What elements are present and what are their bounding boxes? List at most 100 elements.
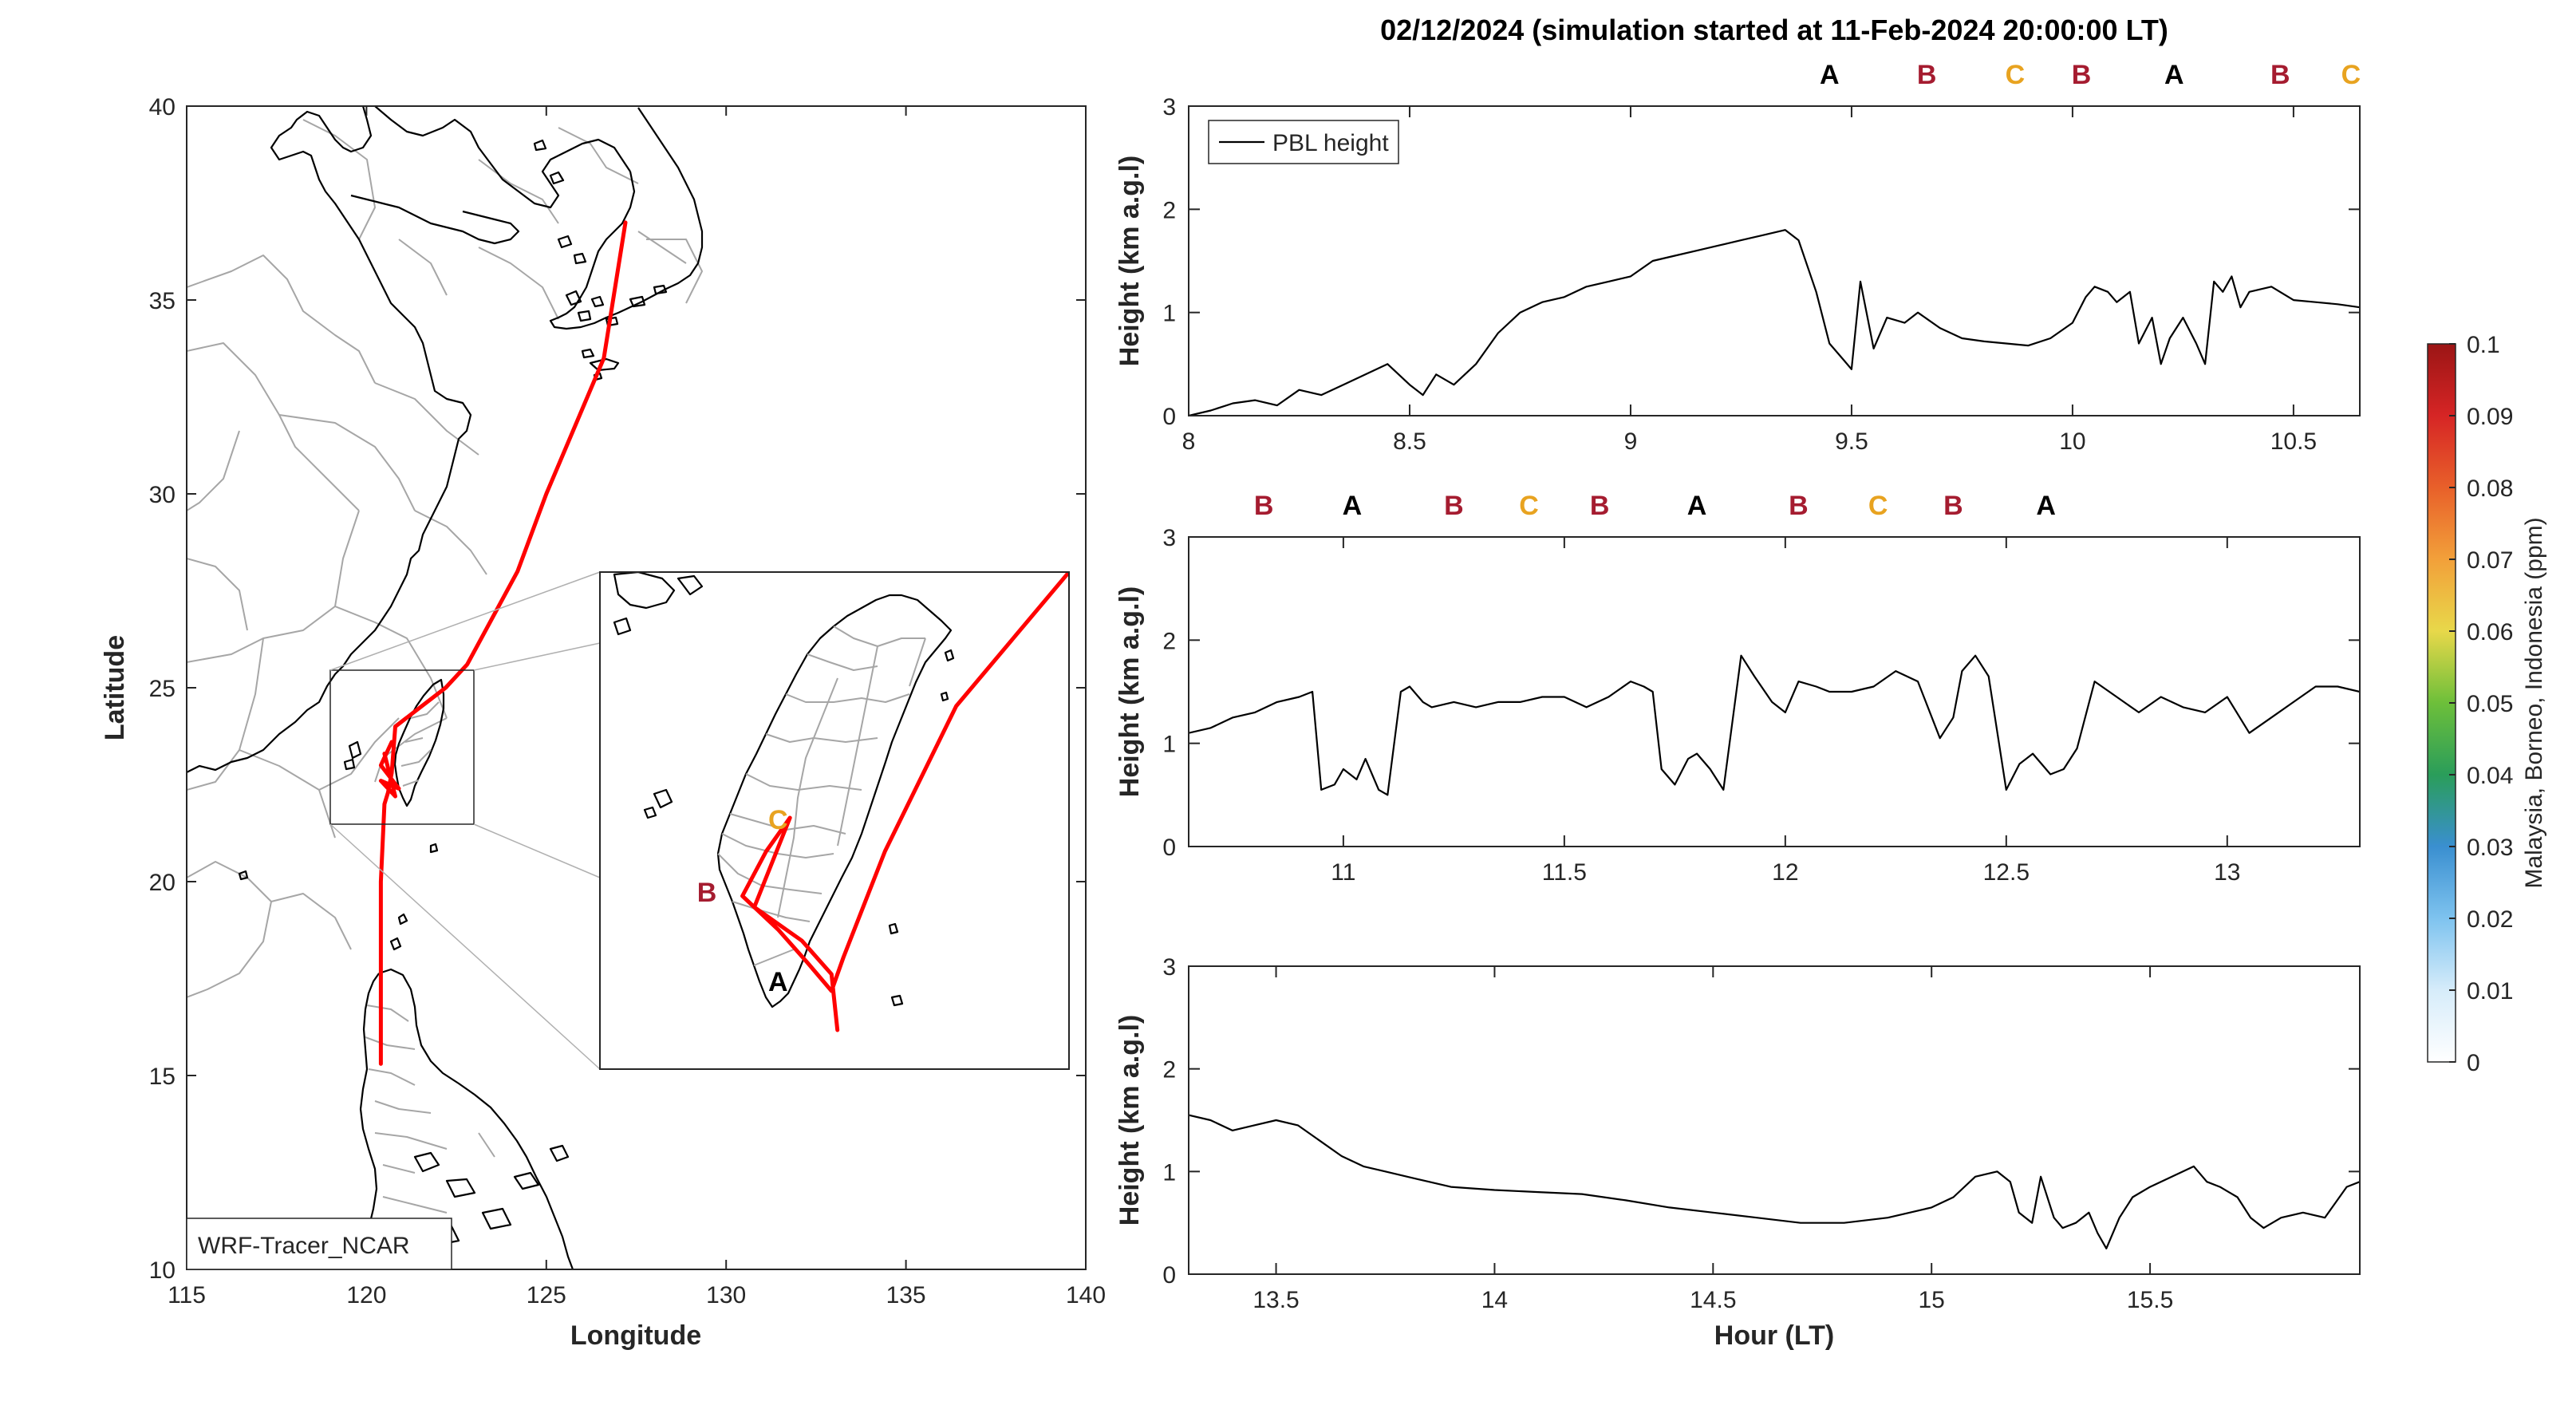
liaodong-coastline (374, 106, 631, 209)
map-y-tick-label: 25 (149, 676, 176, 702)
colorbar-ticks: 0 0.01 0.02 0.03 0.04 0.05 0.06 0.07 0.08 0.09 0.1 (2449, 332, 2513, 1076)
inset-marker-b: B (697, 878, 717, 908)
figure-title: 02/12/2024 (simulation started at 11-Feb… (1380, 14, 2168, 46)
map-xlabel: Longitude (570, 1320, 701, 1351)
map-x-tick-label: 125 (527, 1282, 566, 1308)
pbl-height-line (1189, 654, 2360, 796)
time-marker-b: B (1943, 491, 1963, 521)
y-tick-label: 2 (1162, 1057, 1176, 1083)
panel-background (1189, 966, 2360, 1274)
time-marker-b: B (2270, 60, 2290, 90)
time-marker-a: A (1343, 491, 1363, 521)
x-tick-label: 10.5 (2270, 428, 2317, 455)
y-tick-label: 3 (1162, 94, 1176, 120)
colorbar: 0 0.01 0.02 0.03 0.04 0.05 0.06 0.07 0.08 0.09 0.1… (2427, 332, 2547, 1076)
x-tick-label: 15 (1919, 1287, 1945, 1313)
panel-frame (1188, 965, 2361, 1275)
map-ylabel: Latitude (100, 635, 130, 740)
colorbar-tick-label: 0.06 (2467, 619, 2513, 645)
model-label: WRF-Tracer_NCAR (198, 1233, 410, 1259)
x-tick-label: 8 (1182, 428, 1196, 455)
x-tick-label: 9.5 (1835, 428, 1868, 455)
panel-ylabel: Height (km a.g.l) (1114, 586, 1145, 797)
panel-frame (1188, 105, 2361, 416)
x-tick-label: 8.5 (1393, 428, 1426, 455)
time-marker-a: A (2036, 491, 2056, 521)
time-marker-b: B (1789, 491, 1809, 521)
pbl-panel-3: 13.5 14 14.5 15 15.5 0 1 2 3 Height (km a.g.l) Hou… (1114, 954, 2361, 1351)
colorbar-tick-label: 0.01 (2467, 978, 2513, 1004)
legend-entry: PBL height (1272, 130, 1389, 156)
map-y-tick-label: 10 (149, 1257, 176, 1284)
y-tick-label: 0 (1162, 404, 1176, 430)
map-x-tick-label: 120 (346, 1282, 386, 1308)
x-tick-label: 13.5 (1252, 1287, 1299, 1313)
colorbar-tick-label: 0.07 (2467, 547, 2513, 574)
time-marker-b: B (1254, 491, 1274, 521)
map-features (187, 106, 704, 1269)
zoom-connector-top (473, 642, 601, 671)
y-tick-label: 0 (1162, 1262, 1176, 1289)
map-y-tick-label: 20 (149, 870, 176, 896)
time-marker-b: B (1444, 491, 1464, 521)
map-y-tick-label: 35 (149, 288, 176, 314)
zoom-connector-lower (473, 823, 601, 878)
y-tick-label: 2 (1162, 628, 1176, 654)
panel-ylabel: Height (km a.g.l) (1114, 1015, 1145, 1226)
colorbar-tick-label: 0.09 (2467, 404, 2513, 430)
map-y-tick-label: 30 (149, 482, 176, 508)
time-marker-b: B (2072, 60, 2092, 90)
colorbar-tick-label: 0.1 (2467, 332, 2500, 358)
x-tick-label: 11 (1331, 859, 1355, 886)
colorbar-tick-label: 0.05 (2467, 691, 2513, 717)
map-x-tick-label: 135 (886, 1282, 926, 1308)
x-tick-label: 14.5 (1690, 1287, 1736, 1313)
map-x-ticks: 115 120 125 130 135 140 (168, 106, 1106, 1308)
y-tick-label: 1 (1162, 301, 1176, 327)
pbl-height-line (1189, 1114, 2360, 1249)
panel-background (1189, 537, 2360, 847)
map-y-tick-label: 40 (149, 94, 176, 120)
time-marker-b: B (1917, 60, 1937, 90)
colorbar-tick-label: 0.02 (2467, 906, 2513, 933)
model-label-box (186, 1218, 452, 1270)
panel-ylabel: Height (km a.g.l) (1114, 156, 1145, 366)
y-tick-label: 1 (1162, 732, 1176, 758)
philippine-islands (238, 843, 570, 1246)
korea-coastline (549, 107, 704, 330)
taiwan-admin-borders (400, 701, 440, 787)
inset-markers: C B A (697, 805, 788, 997)
x-tick-label: 11.5 (1542, 859, 1587, 886)
map-y-ticks: 10 15 20 25 30 35 40 (149, 94, 1086, 1284)
colorbar-tick-label: 0.08 (2467, 476, 2513, 502)
korea-islands (533, 139, 668, 381)
time-marker-c: C (1519, 491, 1539, 521)
y-tick-label: 3 (1162, 525, 1176, 551)
y-tick-label: 3 (1162, 954, 1176, 981)
map-x-tick-label: 115 (168, 1282, 206, 1308)
china-admin-borders (187, 119, 703, 998)
y-tick-label: 0 (1162, 835, 1176, 861)
inset-map: C B A (599, 571, 1070, 1070)
map-trajectory-local-line (378, 740, 401, 799)
penghu-islands (343, 740, 362, 771)
x-tick-label: 13 (2214, 859, 2240, 886)
time-marker-a: A (1687, 491, 1707, 521)
time-marker-c: C (2341, 60, 2361, 90)
panel-frame (1188, 536, 2361, 847)
time-marker-b: B (1590, 491, 1610, 521)
inset-islands (613, 572, 955, 1007)
colorbar-tick-label: 0 (2467, 1050, 2480, 1076)
panel-xlabel: Hour (LT) (1714, 1320, 1834, 1351)
inset-marker-a: A (768, 967, 788, 997)
inset-trajectory-line (740, 572, 1069, 1032)
shandong-coastline (350, 194, 520, 245)
colorbar-tick-label: 0.03 (2467, 835, 2513, 861)
x-tick-label: 12.5 (1983, 859, 2030, 886)
map-x-tick-label: 130 (706, 1282, 746, 1308)
x-tick-label: 14 (1481, 1287, 1508, 1313)
colorbar-tick-label: 0.04 (2467, 763, 2513, 789)
